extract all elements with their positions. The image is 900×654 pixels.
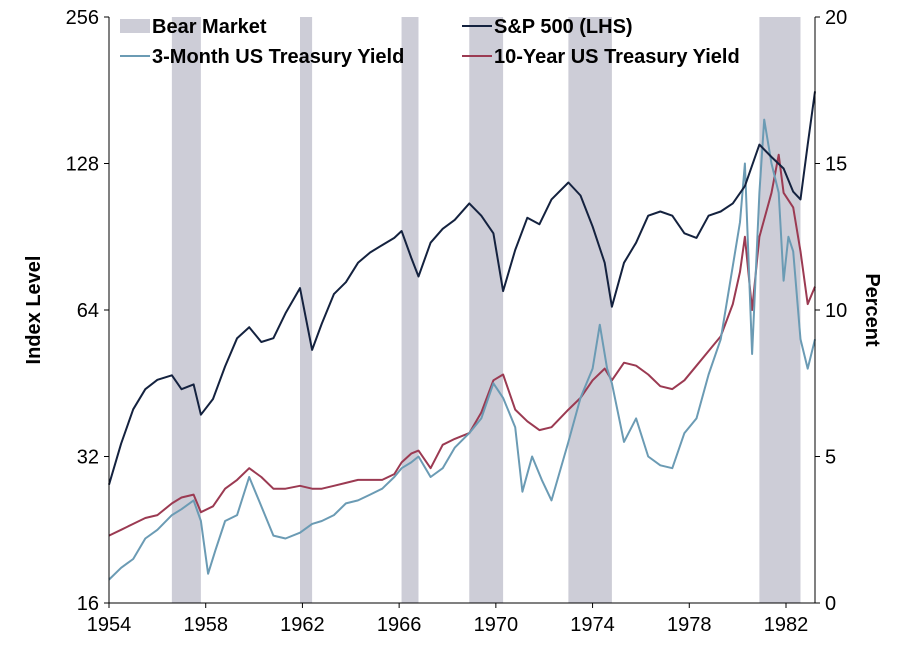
x-tick-label: 1974 <box>570 614 615 636</box>
y-left-tick-label: 128 <box>66 154 99 176</box>
y-right-tick-label: 15 <box>825 154 847 176</box>
three-month-yield-line <box>108 118 816 581</box>
legend-label-sp500: S&P 500 (LHS) <box>494 16 633 38</box>
y-left-tick-label: 64 <box>77 300 99 322</box>
bear-market-band-3 <box>401 17 419 603</box>
bear-market-band-5 <box>568 17 612 603</box>
y-right-tick-label: 20 <box>825 7 847 29</box>
legend-label-bear-market: Bear Market <box>152 16 267 38</box>
x-tick-label: 1978 <box>667 614 712 636</box>
y-left-tick-label: 256 <box>66 7 99 29</box>
axes: 16 32 64 128 256 0 5 10 15 20 1954 1958 1962 1966 1970… <box>66 7 848 636</box>
legend-label-three-month-yield: 3-Month US Treasury Yield <box>152 46 404 68</box>
bear-market-band-6 <box>759 17 801 603</box>
sp500-series <box>108 91 816 485</box>
legend-label-ten-year-yield: 10-Year US Treasury Yield <box>494 46 740 68</box>
bear-market-band-2 <box>300 17 313 603</box>
bear-market-band-1 <box>171 17 201 603</box>
y-right-tick-label: 0 <box>825 593 836 615</box>
x-tick-label: 1970 <box>474 614 519 636</box>
legend-swatch-bear-market <box>120 19 150 33</box>
legend: Bear Market S&P 500 (LHS) 3-Month US Treas… <box>120 16 740 68</box>
y-right-tick-label: 10 <box>825 300 847 322</box>
bear-market-band-4 <box>469 17 504 603</box>
sp500-line <box>108 91 816 485</box>
x-tick-label: 1982 <box>764 614 809 636</box>
y-left-axis-title: Index Level <box>23 256 45 365</box>
x-tick-label: 1962 <box>280 614 325 636</box>
ten-year-yield-series <box>108 153 816 537</box>
y-right-axis-title: Percent <box>861 273 883 347</box>
x-tick-label: 1954 <box>87 614 132 636</box>
three-month-yield-series <box>108 118 816 581</box>
x-tick-label: 1958 <box>183 614 228 636</box>
bear-market-bands <box>171 17 801 603</box>
y-left-tick-label: 16 <box>77 593 99 615</box>
y-left-tick-label: 32 <box>77 447 99 469</box>
x-tick-label: 1966 <box>377 614 422 636</box>
ten-year-yield-line <box>108 153 816 537</box>
y-right-tick-label: 5 <box>825 447 836 469</box>
